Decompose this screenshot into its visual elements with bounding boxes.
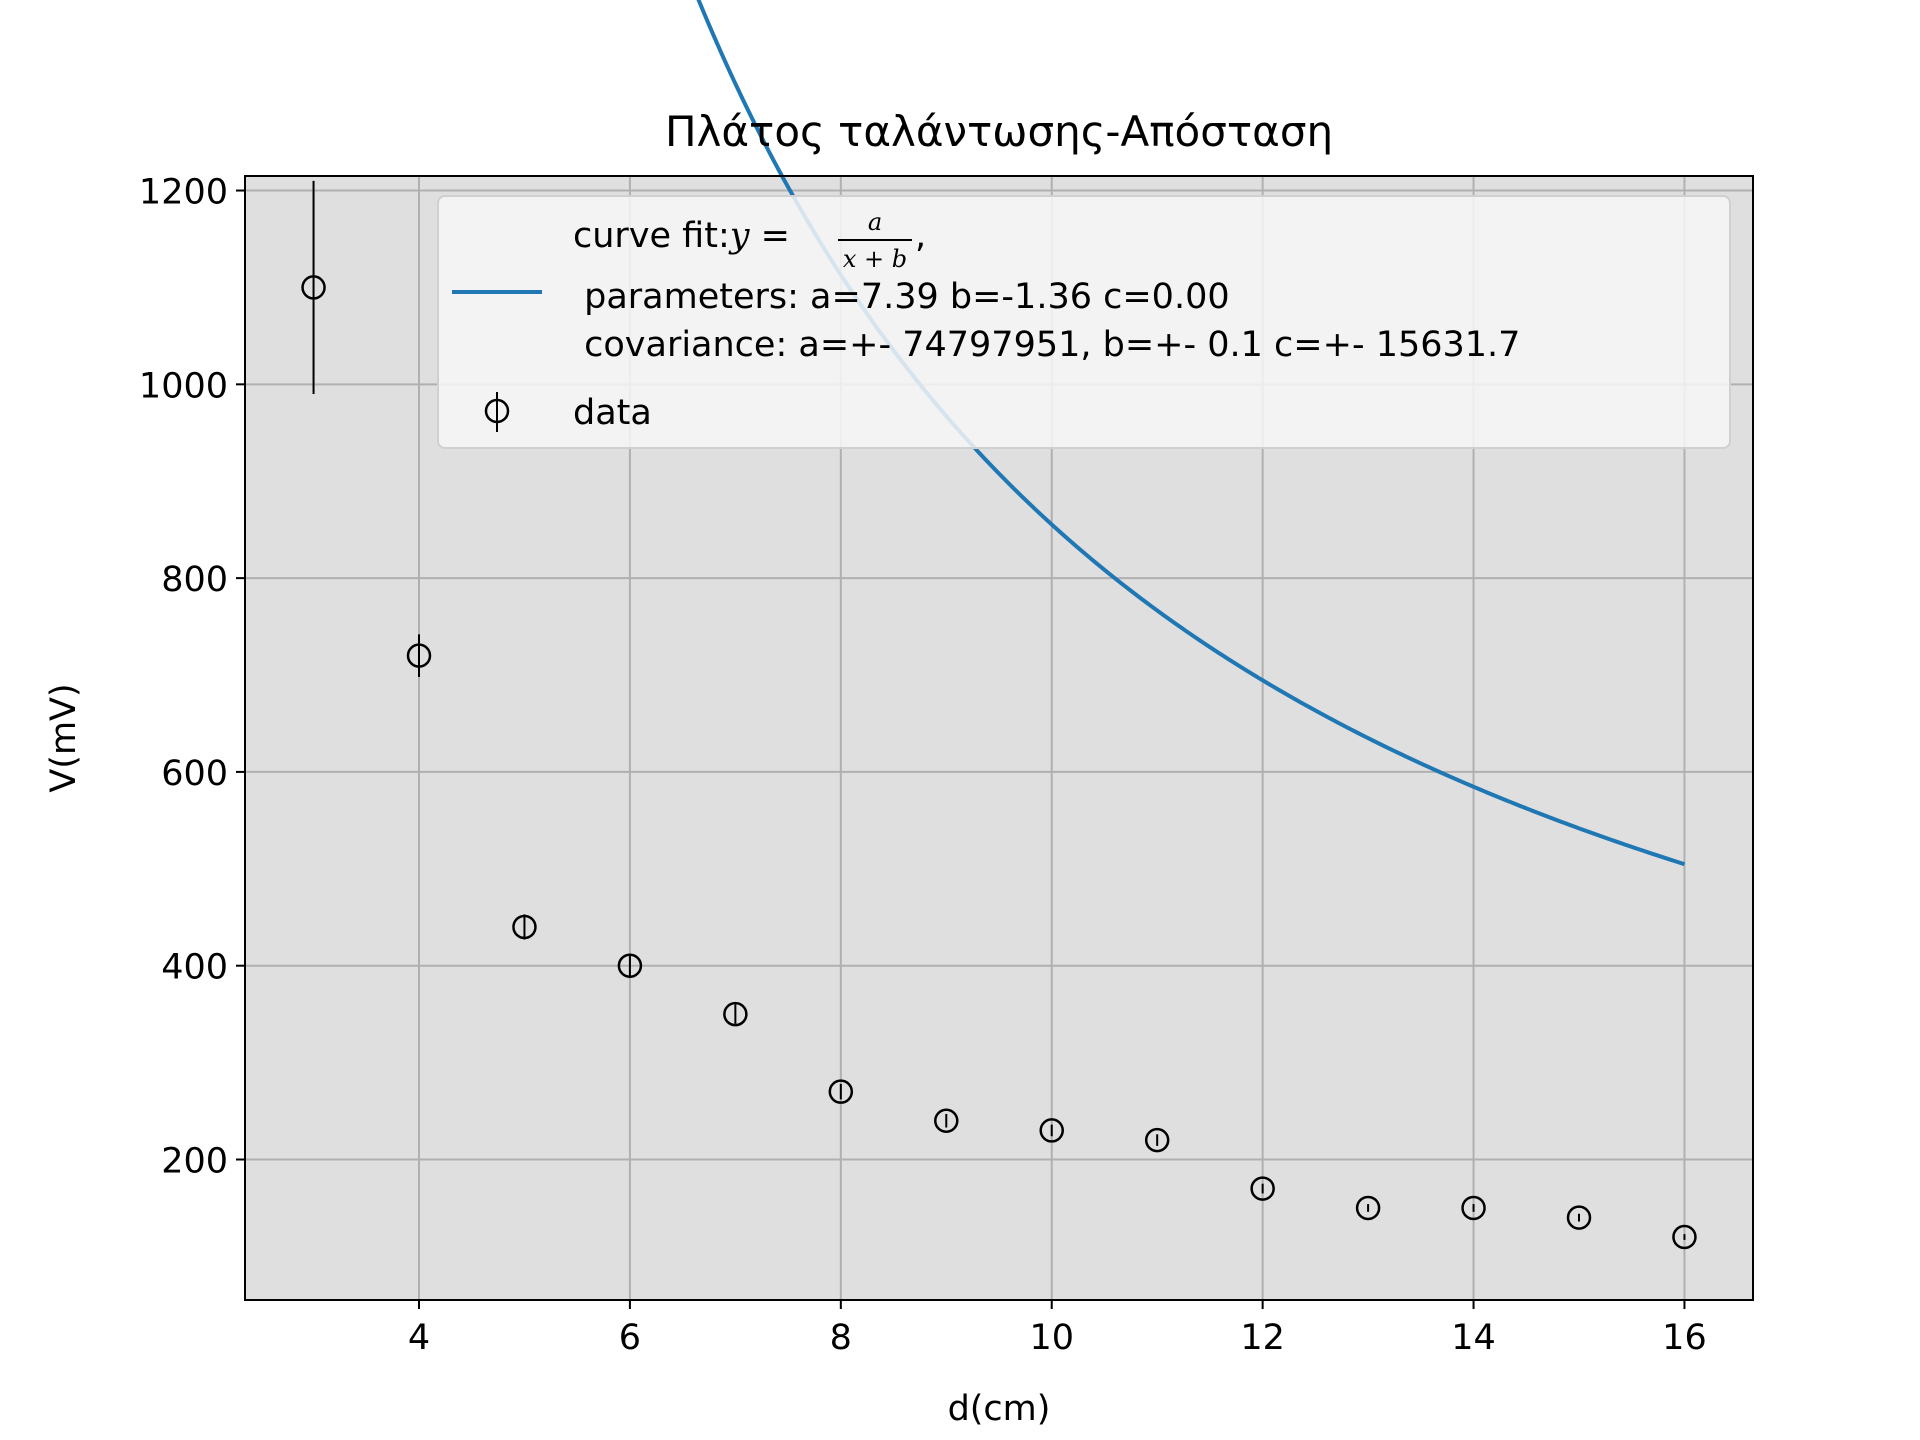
data-points-group bbox=[301, 180, 1697, 1250]
data-point bbox=[1461, 1195, 1486, 1221]
data-point bbox=[1039, 1118, 1064, 1143]
fit-curve-group bbox=[696, 0, 1686, 867]
x-tick-label: 8 bbox=[830, 1318, 852, 1358]
data-point bbox=[512, 914, 537, 940]
data-marker bbox=[828, 1079, 854, 1104]
y-tick-label: 400 bbox=[161, 948, 228, 988]
x-tick-label: 16 bbox=[1662, 1318, 1707, 1358]
legend-box bbox=[437, 195, 1731, 449]
x-tick-label: 14 bbox=[1451, 1318, 1496, 1358]
x-tick-label: 4 bbox=[408, 1318, 430, 1358]
y-tick-label: 1200 bbox=[139, 173, 228, 213]
legend-fit-formula-y: y bbox=[728, 216, 751, 256]
y-tick-label: 800 bbox=[161, 560, 228, 600]
legend-fit-prefix: curve fit: bbox=[573, 216, 730, 256]
data-marker bbox=[1672, 1224, 1697, 1250]
x-axis-label: d(cm) bbox=[948, 1389, 1051, 1429]
legend-fit-numerator: a bbox=[868, 208, 882, 236]
data-marker bbox=[723, 1001, 748, 1027]
data-marker bbox=[301, 275, 326, 300]
y-axis-label: V(mV) bbox=[44, 683, 84, 792]
legend-fit-denominator: x + b bbox=[843, 245, 907, 273]
data-point bbox=[1566, 1205, 1592, 1230]
data-marker bbox=[934, 1108, 959, 1133]
legend: curve fit:y = a x + b , parameters: a=7.… bbox=[437, 195, 1731, 449]
data-point bbox=[934, 1108, 959, 1133]
x-tick-label: 10 bbox=[1029, 1318, 1074, 1358]
data-marker bbox=[617, 953, 643, 978]
data-point bbox=[301, 180, 326, 395]
data-marker bbox=[1039, 1118, 1064, 1143]
fit-curve-line bbox=[696, 0, 1686, 867]
legend-data-label: data bbox=[573, 393, 652, 433]
data-marker bbox=[406, 643, 432, 668]
legend-data-marker-swatch bbox=[484, 398, 510, 424]
data-marker bbox=[512, 914, 537, 940]
chart-title: Πλάτος ταλάντωσης-Απόσταση bbox=[665, 107, 1333, 156]
data-point bbox=[406, 634, 432, 677]
data-point bbox=[828, 1079, 854, 1104]
y-tick-label: 200 bbox=[161, 1142, 228, 1182]
data-point bbox=[1355, 1195, 1381, 1221]
data-point bbox=[617, 953, 643, 978]
y-tick-label: 600 bbox=[161, 754, 228, 794]
data-marker bbox=[1144, 1127, 1170, 1153]
data-point bbox=[1672, 1224, 1697, 1250]
x-tick-label: 12 bbox=[1240, 1318, 1285, 1358]
data-marker bbox=[1355, 1195, 1381, 1221]
data-marker bbox=[1461, 1195, 1486, 1221]
data-point bbox=[1144, 1127, 1170, 1153]
y-tick-label: 1000 bbox=[139, 366, 228, 406]
data-point bbox=[1250, 1176, 1275, 1201]
axis-ticks: 4 6 8 10 12 14 16 200 400 600 800 1000 1200 bbox=[139, 173, 1707, 1358]
data-marker bbox=[1250, 1176, 1275, 1201]
data-point bbox=[723, 1001, 748, 1027]
plot-frame bbox=[244, 175, 1754, 1301]
data-marker bbox=[1566, 1205, 1592, 1230]
legend-fit-formula-eq: = bbox=[750, 216, 790, 256]
legend-fit-suffix: , bbox=[915, 216, 926, 256]
x-tick-label: 6 bbox=[619, 1318, 641, 1358]
legend-fit-covariance: covariance: a=+- 74797951, b=+- 0.1 c=+-… bbox=[573, 325, 1520, 365]
legend-fit-line1: curve fit:y = bbox=[573, 216, 790, 256]
legend-fit-parameters: parameters: a=7.39 b=-1.36 c=0.00 bbox=[573, 277, 1230, 317]
